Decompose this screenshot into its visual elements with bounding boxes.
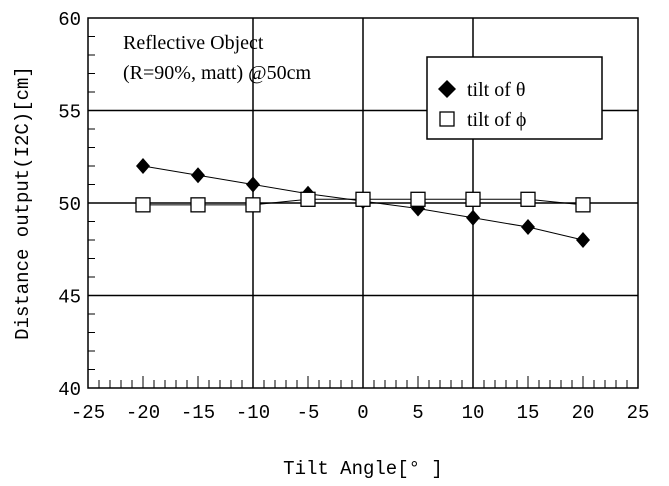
data-point-theta [521, 219, 535, 236]
data-point-theta [466, 209, 480, 226]
x-axis-title: Tilt Angle[° ] [283, 458, 443, 480]
data-point-phi [465, 191, 481, 207]
y-tick-label: 40 [58, 379, 81, 401]
legend-label-theta: tilt of θ [467, 79, 525, 101]
data-point-phi [135, 197, 151, 213]
data-point-phi [520, 191, 536, 207]
legend-marker-theta [438, 80, 456, 98]
x-tick-label: 5 [412, 402, 423, 424]
x-tick-label: -10 [236, 402, 270, 424]
x-tick-label: -15 [181, 402, 215, 424]
x-tick-label: 0 [357, 402, 368, 424]
legend-label-phi: tilt of ϕ [467, 109, 526, 131]
y-tick-label: 45 [58, 287, 81, 309]
x-tick-label: 25 [627, 402, 650, 424]
x-tick-label: 10 [462, 402, 485, 424]
data-point-phi [410, 191, 426, 207]
annotation-line-2: (R=90%, matt) @50cm [123, 62, 311, 84]
legend-box [426, 56, 603, 140]
x-tick-labels: -25 -20 -15 -10 -5 0 5 10 15 20 25 [71, 402, 650, 424]
y-tick-label: 50 [58, 194, 81, 216]
x-tick-label: -5 [297, 402, 320, 424]
annotation-line-1: Reflective Object [123, 32, 264, 54]
x-tick-label: -20 [126, 402, 160, 424]
y-tick-label: 55 [58, 102, 81, 124]
data-point-phi [575, 197, 591, 213]
legend-marker-phi [439, 111, 455, 127]
y-axis-title: Distance output(I2C)[cm] [12, 66, 34, 340]
y-tick-labels: 40 45 50 55 60 [58, 9, 81, 401]
data-point-theta [246, 176, 260, 193]
x-tick-label: -25 [71, 402, 105, 424]
data-point-theta [136, 158, 150, 174]
y-tick-label: 60 [58, 9, 81, 31]
data-point-theta [191, 167, 205, 184]
minor-ticks [88, 36, 628, 388]
data-point-theta [576, 232, 590, 248]
plot-frame [87, 17, 639, 389]
x-tick-label: 20 [572, 402, 595, 424]
series-layer [135, 158, 591, 248]
data-point-phi [245, 197, 261, 213]
data-point-phi [355, 191, 371, 207]
data-point-phi [190, 197, 206, 213]
data-point-phi [300, 191, 316, 207]
x-tick-label: 15 [517, 402, 540, 424]
legend: tilt of θ tilt of ϕ [426, 56, 603, 140]
